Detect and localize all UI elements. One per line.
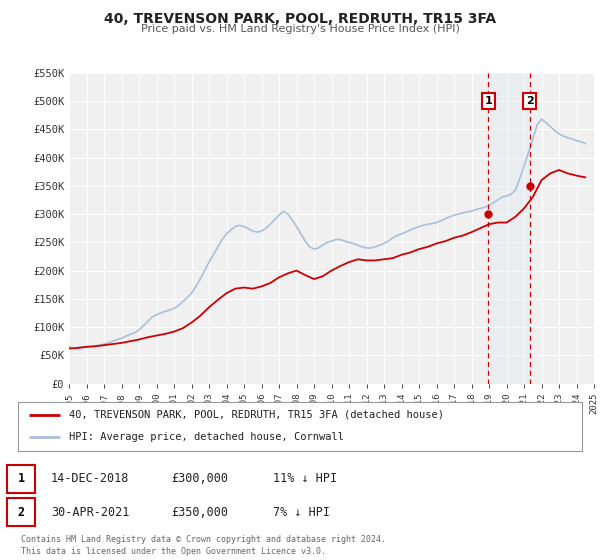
Text: Price paid vs. HM Land Registry's House Price Index (HPI): Price paid vs. HM Land Registry's House …: [140, 24, 460, 34]
Text: 11% ↓ HPI: 11% ↓ HPI: [273, 472, 337, 486]
Text: 1: 1: [17, 472, 25, 486]
Text: 40, TREVENSON PARK, POOL, REDRUTH, TR15 3FA (detached house): 40, TREVENSON PARK, POOL, REDRUTH, TR15 …: [69, 410, 444, 420]
Text: This data is licensed under the Open Government Licence v3.0.: This data is licensed under the Open Gov…: [21, 547, 326, 556]
Text: HPI: Average price, detached house, Cornwall: HPI: Average price, detached house, Corn…: [69, 432, 344, 442]
Text: 1: 1: [484, 96, 492, 106]
Text: Contains HM Land Registry data © Crown copyright and database right 2024.: Contains HM Land Registry data © Crown c…: [21, 535, 386, 544]
Text: 30-APR-2021: 30-APR-2021: [51, 506, 130, 519]
Text: 7% ↓ HPI: 7% ↓ HPI: [273, 506, 330, 519]
Bar: [488, 73, 530, 384]
Text: £300,000: £300,000: [171, 472, 228, 486]
Text: 14-DEC-2018: 14-DEC-2018: [51, 472, 130, 486]
Text: £350,000: £350,000: [171, 506, 228, 519]
Text: 2: 2: [526, 96, 533, 106]
Text: 2: 2: [17, 506, 25, 519]
Text: 40, TREVENSON PARK, POOL, REDRUTH, TR15 3FA: 40, TREVENSON PARK, POOL, REDRUTH, TR15 …: [104, 12, 496, 26]
